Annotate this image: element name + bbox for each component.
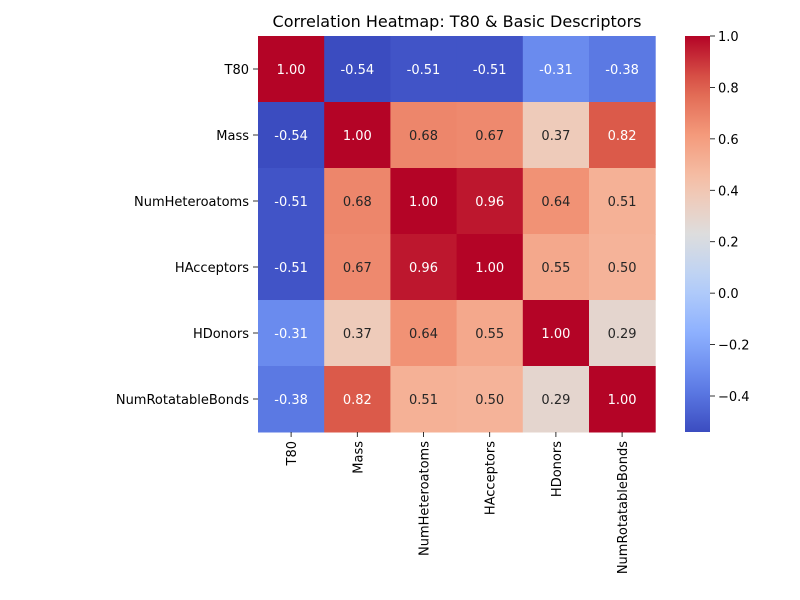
heatmap-cell	[522, 102, 590, 169]
cell-value-label: -0.51	[407, 63, 441, 78]
heatmap-cell	[456, 168, 524, 235]
cell-value-label: 0.51	[409, 393, 438, 408]
y-tick-label: NumRotatableBonds	[116, 393, 249, 408]
x-tick-label: Mass	[351, 441, 366, 474]
cell-value-label: 0.67	[343, 261, 372, 276]
heatmap-cell	[589, 168, 656, 235]
y-tick-label: HDonors	[193, 327, 249, 342]
colorbar-tick-label: −0.2	[718, 339, 750, 354]
heatmap-cell	[456, 102, 524, 169]
y-tick-label: NumHeteroatoms	[134, 195, 249, 210]
heatmap-cell	[589, 102, 656, 169]
cell-value-label: 0.96	[409, 261, 438, 276]
y-axis-ticks: T80 Mass NumHeteroatoms HAcceptors HDonors Nu…	[116, 63, 258, 408]
heatmap-cell	[324, 102, 391, 169]
cell-value-label: 0.50	[608, 261, 637, 276]
cell-value-label: 0.68	[409, 129, 438, 144]
heatmap-cell	[258, 366, 325, 433]
heatmap-cell	[589, 366, 656, 433]
cell-value-label: 1.00	[541, 327, 570, 342]
heatmap-cell	[456, 36, 524, 103]
heatmap-cell	[324, 366, 391, 433]
x-tick-label: NumHeteroatoms	[418, 441, 433, 556]
heatmap-cell	[522, 36, 590, 103]
heatmap-cell	[390, 234, 458, 301]
heatmap-cell	[390, 36, 458, 103]
cell-value-label: 1.00	[343, 129, 372, 144]
x-tick-label: HDonors	[550, 441, 565, 497]
cell-value-label: 1.00	[608, 393, 637, 408]
heatmap-cell	[589, 234, 656, 301]
colorbar-gradient	[685, 36, 710, 432]
cell-value-label: 0.67	[475, 129, 504, 144]
heatmap-cell	[456, 234, 524, 301]
y-tick-label: Mass	[216, 129, 249, 144]
heatmap-cell	[589, 300, 656, 367]
heatmap-cell	[589, 36, 656, 103]
cell-value-label: 0.55	[541, 261, 570, 276]
x-axis-ticks: T80 Mass NumHeteroatoms HAcceptors HDonors Nu…	[285, 432, 631, 574]
cell-value-label: 0.82	[343, 393, 372, 408]
heatmap-cell	[324, 234, 391, 301]
cell-value-label: 0.64	[541, 195, 570, 210]
cell-value-label: 0.64	[409, 327, 438, 342]
cell-value-label: 0.55	[475, 327, 504, 342]
cell-value-label: -0.51	[473, 63, 507, 78]
cell-value-label: 0.68	[343, 195, 372, 210]
heatmap-cell	[522, 366, 590, 433]
heatmap-cell	[258, 300, 325, 367]
colorbar-tick-label: 0.4	[718, 184, 739, 199]
heatmap-cell	[456, 366, 524, 433]
cell-value-label: -0.31	[539, 63, 573, 78]
heatmap-cell	[522, 168, 590, 235]
cell-value-label: 1.00	[277, 63, 306, 78]
heatmap-cell	[258, 168, 325, 235]
cell-value-label: -0.31	[274, 327, 308, 342]
heatmap-cells: 1.00 -0.54 -0.51 -0.51 -0.31 -0.38 -0.54 1.00 0.…	[258, 36, 656, 433]
heatmap-cell	[258, 102, 325, 169]
cell-value-label: 0.37	[343, 327, 372, 342]
heatmap-cell	[390, 102, 458, 169]
heatmap-cell	[258, 36, 325, 103]
cell-value-label: 0.51	[608, 195, 637, 210]
heatmap-cell	[324, 168, 391, 235]
colorbar-tick-label: 1.0	[718, 30, 739, 45]
heatmap-cell	[390, 300, 458, 367]
colorbar-tick-label: 0.0	[718, 287, 739, 302]
cell-value-label: 0.82	[608, 129, 637, 144]
heatmap-cell	[258, 234, 325, 301]
heatmap-cell	[456, 300, 524, 367]
cell-value-label: 0.50	[475, 393, 504, 408]
colorbar-tick-label: 0.2	[718, 236, 739, 251]
heatmap-cell	[522, 234, 590, 301]
cell-value-label: 1.00	[409, 195, 438, 210]
y-tick-label: HAcceptors	[175, 261, 249, 276]
x-tick-label: T80	[285, 441, 300, 466]
cell-value-label: 0.29	[541, 393, 570, 408]
cell-value-label: -0.54	[340, 63, 374, 78]
colorbar-tick-label: 0.8	[718, 81, 739, 96]
colorbar-tick-label: 0.6	[718, 133, 739, 148]
colorbar-tick-label: −0.4	[718, 390, 750, 405]
cell-value-label: -0.51	[274, 261, 308, 276]
cell-value-label: 0.96	[475, 195, 504, 210]
colorbar: −0.4 −0.2 0.0 0.2 0.4 0.6 0.8 1.0	[685, 30, 750, 432]
cell-value-label: 0.29	[608, 327, 637, 342]
cell-value-label: -0.38	[605, 63, 639, 78]
cell-value-label: 0.37	[541, 129, 570, 144]
heatmap-cell	[522, 300, 590, 367]
x-tick-label: NumRotatableBonds	[616, 441, 631, 574]
cell-value-label: -0.38	[274, 393, 308, 408]
cell-value-label: -0.51	[274, 195, 308, 210]
chart-title: Correlation Heatmap: T80 & Basic Descrip…	[273, 12, 642, 31]
heatmap-cell	[390, 366, 458, 433]
x-tick-label: HAcceptors	[484, 441, 499, 515]
heatmap-cell	[390, 168, 458, 235]
y-tick-label: T80	[224, 63, 249, 78]
cell-value-label: -0.54	[274, 129, 308, 144]
heatmap-cell	[324, 300, 391, 367]
heatmap-cell	[324, 36, 391, 103]
cell-value-label: 1.00	[475, 261, 504, 276]
